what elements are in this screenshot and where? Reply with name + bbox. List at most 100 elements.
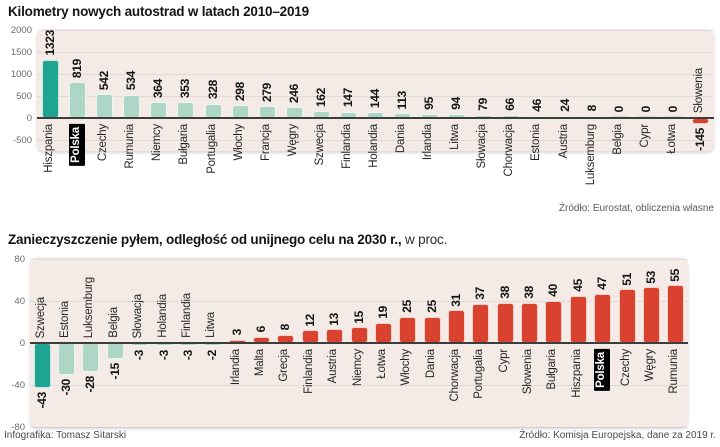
bar-austria <box>556 115 574 118</box>
bar-value-label: -3 <box>156 350 171 361</box>
bar-value-label: -2 <box>205 349 220 360</box>
y-tick-label: 0 <box>26 113 32 124</box>
bar-country-label: Włochy <box>232 124 245 161</box>
bar-estonia <box>58 343 76 375</box>
zero-axis <box>30 342 688 344</box>
bar-country-label: Niemcy <box>351 349 364 387</box>
bar-country-label: Węgry <box>643 349 656 382</box>
bar-słowenia <box>691 118 709 125</box>
bar-estonia <box>529 115 547 118</box>
bar-słowenia <box>521 303 539 343</box>
bar-country-label: Łotwa <box>375 349 388 379</box>
gridline <box>30 427 688 428</box>
bar-value-label: 298 <box>232 81 247 101</box>
bar-country-label: Bułgaria <box>546 349 559 390</box>
chart2-title-unit: w proc. <box>401 232 448 247</box>
bar-słowacja <box>475 114 493 118</box>
bar-country-label: Cypr <box>497 349 510 373</box>
bar-value-label: 94 <box>449 97 464 110</box>
chart1-title: Kilometry nowych autostrad w latach 2010… <box>8 4 309 19</box>
bar-malta <box>253 336 271 343</box>
chart2-title: Zanieczyszczenie pyłem, odległość od uni… <box>8 232 447 247</box>
bar-value-label: 8 <box>584 105 599 112</box>
bar-value-label: 38 <box>497 286 512 300</box>
gridline <box>37 96 714 97</box>
bar-irlandia <box>228 339 246 343</box>
bar-value-label: -145 <box>692 128 707 152</box>
bar-country-label: Francja <box>259 124 272 161</box>
y-tick-label: 0 <box>19 338 25 349</box>
bar-country-label: Finlandia <box>340 124 353 169</box>
bar-value-label: 38 <box>522 286 537 300</box>
bar-value-label: -30 <box>59 378 74 395</box>
bar-country-label: Cypr <box>638 124 651 148</box>
y-tick-label: 2000 <box>10 25 32 36</box>
bar-value-label: 6 <box>254 326 269 333</box>
y-tick-label: 500 <box>16 91 32 102</box>
bar-polska <box>594 293 612 343</box>
bar-value-label: 113 <box>395 90 410 110</box>
bar-value-label: 12 <box>302 313 317 327</box>
bar-country-label: Hiszpania <box>570 349 583 398</box>
bar-value-label: 819 <box>70 58 85 78</box>
bar-value-label: 45 <box>570 279 585 292</box>
y-tick-label: 80 <box>14 254 25 265</box>
bar-country-label: Hiszpania <box>43 124 56 173</box>
bar-bułgaria <box>545 301 563 343</box>
bar-value-label: 0 <box>638 105 653 112</box>
bar-value-label: 55 <box>668 268 683 282</box>
bar-value-label: -43 <box>34 392 49 409</box>
bar-country-label: Słowacja <box>476 124 489 169</box>
bar-country-label: Estonia <box>530 124 543 161</box>
gridline <box>37 30 714 31</box>
bar-value-label: 25 <box>424 300 439 313</box>
bar-holandia <box>367 111 384 118</box>
bar-słowacja <box>131 343 149 347</box>
bar-łotwa <box>664 116 682 118</box>
bar-value-label: 246 <box>286 84 301 104</box>
bar-value-label: 51 <box>619 272 634 286</box>
gridline <box>30 259 688 260</box>
bar-hiszpania <box>569 295 587 343</box>
bar-country-label: Polska <box>593 349 610 391</box>
bar-value-label: 3 <box>229 329 244 336</box>
bar-country-label: Dania <box>424 349 437 379</box>
bar-value-label: 31 <box>448 293 463 307</box>
bar-value-label: 353 <box>178 79 193 99</box>
credit-line: Infografika: Tomasz Sitarski <box>4 430 127 441</box>
bar-value-label: 95 <box>422 97 437 110</box>
bar-chorwacja <box>502 115 520 118</box>
bar-belgia <box>610 116 628 118</box>
y-tick-label: -40 <box>11 380 25 391</box>
bar-dania <box>423 316 441 343</box>
y-tick-label: 40 <box>14 296 25 307</box>
bar-węgry <box>285 107 303 118</box>
bar-country-label: Austria <box>557 124 570 159</box>
bar-country-label: Dania <box>395 124 408 154</box>
bar-country-label: Portugalia <box>205 124 218 174</box>
bar-country-label: Luksemburg <box>584 124 597 186</box>
bar-country-label: Szwecja <box>34 296 47 338</box>
bar-bułgaria <box>177 102 195 118</box>
bar-value-label: 15 <box>351 310 366 324</box>
bar-value-label: 79 <box>476 97 491 111</box>
bar-value-label: 364 <box>151 78 166 98</box>
bar-węgry <box>642 287 660 343</box>
gridline <box>37 140 714 141</box>
bar-country-label: Słowenia <box>522 349 535 395</box>
bar-country-label: Finlandia <box>180 293 193 338</box>
bar-portugalia <box>472 304 490 343</box>
bar-country-label: Estonia <box>59 301 72 338</box>
bar-country-label: Polska <box>68 124 85 166</box>
footer-source: Źródło: Komisja Europejska, dane za 2019… <box>519 430 716 441</box>
bar-country-label: Holandia <box>368 124 380 168</box>
bar-finlandia <box>179 343 197 347</box>
bar-finlandia <box>301 330 319 343</box>
bar-country-label: Belgia <box>611 124 624 155</box>
gridline <box>30 301 688 302</box>
bar-value-label: 1323 <box>43 30 58 56</box>
bar-rumunia <box>667 285 685 343</box>
bar-value-label: 162 <box>313 87 328 107</box>
bar-value-label: -3 <box>180 350 195 361</box>
